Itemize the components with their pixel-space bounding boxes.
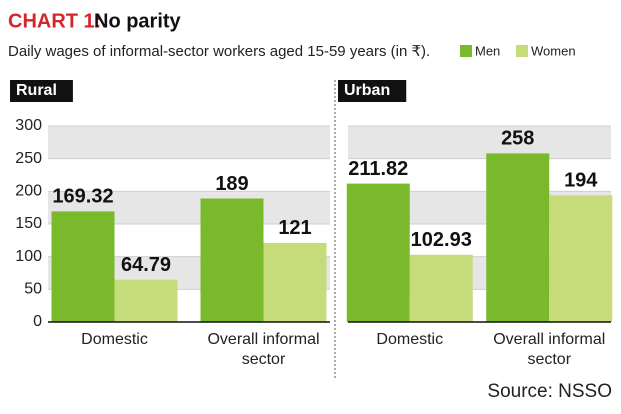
- y-tick-label: 150: [15, 215, 42, 232]
- value-label: 102.93: [411, 229, 472, 251]
- panel-title: Urban: [344, 82, 390, 99]
- value-label: 211.82: [348, 158, 408, 180]
- title: No parity: [94, 10, 182, 32]
- panel-title-box: [10, 80, 73, 102]
- value-label: 121: [278, 217, 311, 239]
- subtitle: Daily wages of informal-sector workers a…: [8, 43, 430, 60]
- source: Source: NSSO: [487, 381, 612, 402]
- x-tick-label: Domestic: [376, 331, 444, 348]
- grid-band: [348, 126, 611, 159]
- bar: [51, 211, 115, 322]
- x-tick-label: Domestic: [81, 331, 148, 348]
- value-label: 169.32: [52, 186, 113, 208]
- value-label: 64.79: [121, 254, 171, 276]
- y-tick-label: 100: [15, 248, 42, 265]
- bar: [346, 183, 410, 322]
- legend-label: Women: [531, 43, 576, 58]
- bar: [263, 242, 327, 322]
- y-tick-label: 300: [15, 117, 42, 134]
- panel-title: Rural: [16, 82, 57, 99]
- y-tick-label: 50: [24, 281, 42, 298]
- legend-swatch: [460, 45, 472, 57]
- y-tick-label: 0: [33, 313, 42, 330]
- legend-label: Men: [475, 43, 500, 58]
- value-label: 189: [215, 173, 248, 195]
- bar: [549, 195, 613, 322]
- bar: [486, 153, 550, 322]
- bar: [200, 198, 264, 322]
- y-tick-label: 250: [15, 150, 42, 167]
- x-tick-label: Overall informal sector: [207, 331, 320, 368]
- y-tick-label: 200: [15, 183, 42, 200]
- bar: [114, 279, 178, 322]
- value-label: 258: [501, 128, 534, 150]
- legend-swatch: [516, 45, 528, 57]
- title-label: CHART 1:: [8, 10, 101, 32]
- x-tick-label: Overall informal sector: [493, 331, 606, 368]
- bar: [409, 254, 473, 322]
- grid-band: [48, 126, 330, 159]
- value-label: 194: [564, 170, 598, 192]
- panel-title-box: [338, 80, 407, 102]
